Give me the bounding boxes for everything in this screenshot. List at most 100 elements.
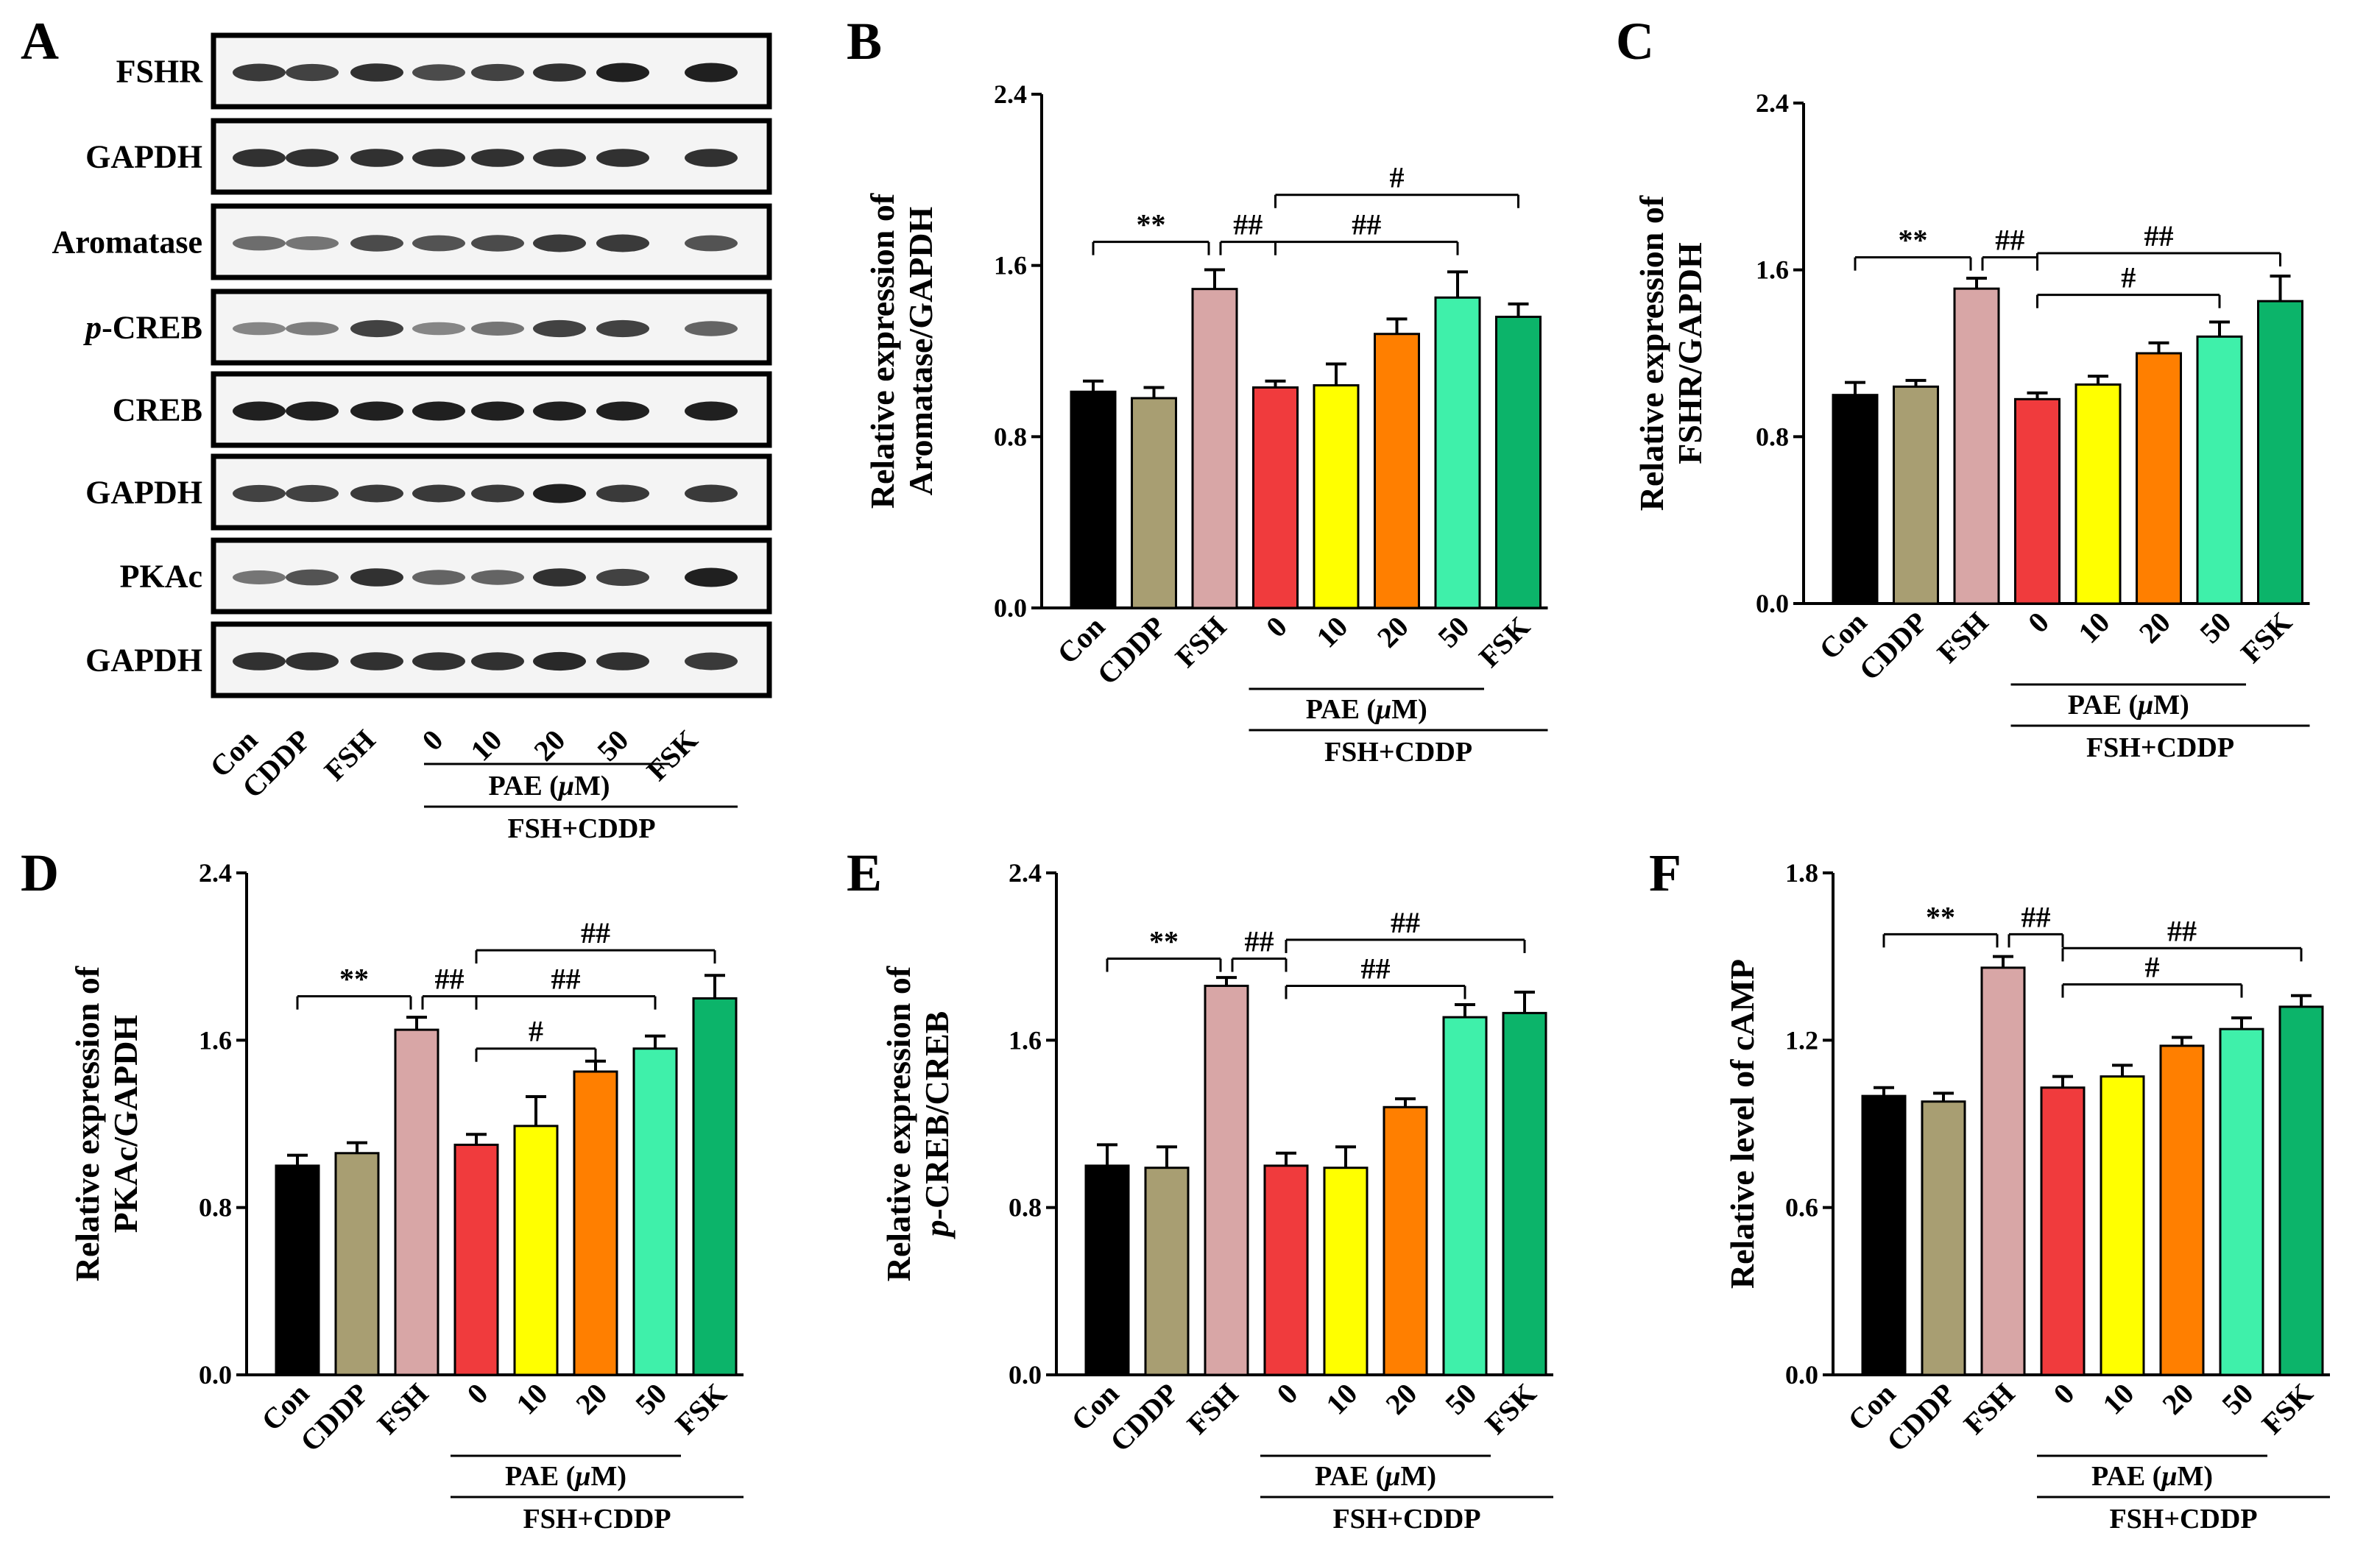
category-label: FSK bbox=[2256, 1377, 2320, 1441]
blot-lane-label: 0 bbox=[415, 723, 449, 757]
category-label: 10 bbox=[2072, 606, 2116, 650]
y-axis-title: PKAc/GAPDH bbox=[107, 1015, 144, 1234]
blot-band bbox=[471, 63, 524, 82]
blot-band bbox=[471, 149, 524, 167]
blot-band bbox=[350, 484, 403, 503]
category-label: 10 bbox=[1310, 610, 1354, 654]
category-label: FSH bbox=[1169, 610, 1233, 674]
blot-band bbox=[412, 235, 465, 252]
blot-band bbox=[350, 401, 403, 421]
blot-band bbox=[286, 401, 339, 421]
blot-lane-label: 10 bbox=[464, 723, 508, 768]
category-label: 20 bbox=[569, 1377, 613, 1421]
category-label: 10 bbox=[1319, 1377, 1363, 1421]
significance-label: ## bbox=[1245, 925, 1274, 958]
significance-label: ** bbox=[339, 963, 369, 996]
y-axis-title: p-CREB/CREB bbox=[918, 1011, 956, 1240]
blot-row-label: PKAc bbox=[120, 559, 202, 595]
bar bbox=[394, 1028, 439, 1376]
treatment-label: FSH+CDDP bbox=[2086, 732, 2234, 763]
y-axis-title: FSHR/GAPDH bbox=[1671, 242, 1709, 464]
category-label: CDDP bbox=[1852, 606, 1933, 687]
blot-band bbox=[533, 401, 586, 421]
blot-band bbox=[533, 149, 586, 167]
significance-bracket: ** bbox=[1092, 208, 1210, 255]
blot-panel: A FSHR GAPDH Aromatase p-CREB CREB GAPDH PKAc GA… bbox=[21, 12, 772, 844]
blot-row-label: Aromatase bbox=[52, 224, 202, 261]
category-label: CDDP bbox=[1880, 1377, 1961, 1458]
bar bbox=[1263, 1164, 1309, 1376]
blot-band bbox=[471, 484, 524, 503]
significance-bracket: ** bbox=[1882, 900, 1999, 948]
blot-band bbox=[412, 149, 465, 167]
panel-letter: B bbox=[847, 12, 882, 71]
treatment-label: FSH+CDDP bbox=[1324, 737, 1472, 768]
y-tick-label: 2.4 bbox=[199, 858, 232, 888]
bar bbox=[632, 1047, 678, 1376]
y-tick-label: 2.4 bbox=[1009, 858, 1042, 888]
significance-label: ## bbox=[2167, 914, 2197, 947]
y-tick-label: 0.8 bbox=[1756, 422, 1789, 451]
category-label: FSH bbox=[1957, 1377, 2021, 1441]
blot-row: p-CREB bbox=[82, 289, 772, 366]
group-label: PAE (μM) bbox=[1315, 1461, 1436, 1492]
category-label: 0 bbox=[1260, 610, 1293, 644]
bar bbox=[1191, 288, 1238, 609]
category-label: 0 bbox=[2021, 606, 2055, 640]
significance-label: ## bbox=[551, 963, 581, 996]
blot-band bbox=[471, 401, 524, 421]
category-label: FSH bbox=[1181, 1377, 1245, 1441]
blot-band bbox=[471, 322, 524, 336]
blot-band bbox=[685, 321, 738, 336]
bar bbox=[1832, 394, 1879, 605]
blot-band bbox=[596, 401, 649, 421]
significance-bracket: ## bbox=[2008, 900, 2064, 948]
blot-band bbox=[233, 322, 286, 336]
y-tick-label: 0.8 bbox=[994, 422, 1027, 451]
y-tick-label: 2.4 bbox=[994, 79, 1027, 109]
blot-band bbox=[685, 652, 738, 670]
blot-band bbox=[286, 484, 339, 503]
category-label: CDDP bbox=[1090, 610, 1171, 691]
blot-band bbox=[685, 484, 738, 503]
blot-band bbox=[233, 570, 286, 584]
blot-band bbox=[233, 401, 286, 421]
blot-band bbox=[533, 568, 586, 587]
significance-bracket: ## bbox=[1285, 906, 1526, 953]
significance-bracket: ## bbox=[1231, 925, 1288, 972]
bar bbox=[1502, 1011, 1547, 1376]
category-label: FSH bbox=[1931, 606, 1995, 670]
blot-band bbox=[412, 64, 465, 81]
blot-band bbox=[412, 401, 465, 421]
significance-bracket: ** bbox=[1106, 925, 1222, 972]
category-label: 20 bbox=[1379, 1377, 1423, 1421]
bar bbox=[2257, 300, 2303, 605]
bar bbox=[1434, 296, 1481, 609]
bar bbox=[1861, 1094, 1907, 1376]
blot-band bbox=[533, 651, 586, 671]
significance-bracket: ## bbox=[1274, 208, 1459, 255]
bar bbox=[513, 1125, 559, 1376]
category-label: 50 bbox=[629, 1377, 673, 1421]
blot-band bbox=[596, 63, 649, 82]
panel-letter: D bbox=[21, 843, 59, 902]
significance-label: ## bbox=[581, 916, 610, 949]
blot-row-label: GAPDH bbox=[85, 643, 202, 679]
bar bbox=[692, 997, 738, 1376]
significance-label: # bbox=[529, 1015, 543, 1048]
bar bbox=[1383, 1105, 1428, 1376]
y-axis-title: Relative expression of bbox=[1633, 195, 1670, 511]
blot-band bbox=[233, 484, 286, 503]
category-label: CDDP bbox=[294, 1377, 375, 1458]
blot-band bbox=[350, 319, 403, 338]
category-label: 20 bbox=[1371, 610, 1415, 654]
blot-band bbox=[685, 63, 738, 82]
blot-band bbox=[685, 567, 738, 587]
significance-label: ## bbox=[1352, 208, 1381, 241]
bar bbox=[2100, 1075, 2145, 1376]
significance-bracket: # bbox=[475, 1015, 597, 1062]
significance-bracket: ## bbox=[475, 916, 716, 964]
